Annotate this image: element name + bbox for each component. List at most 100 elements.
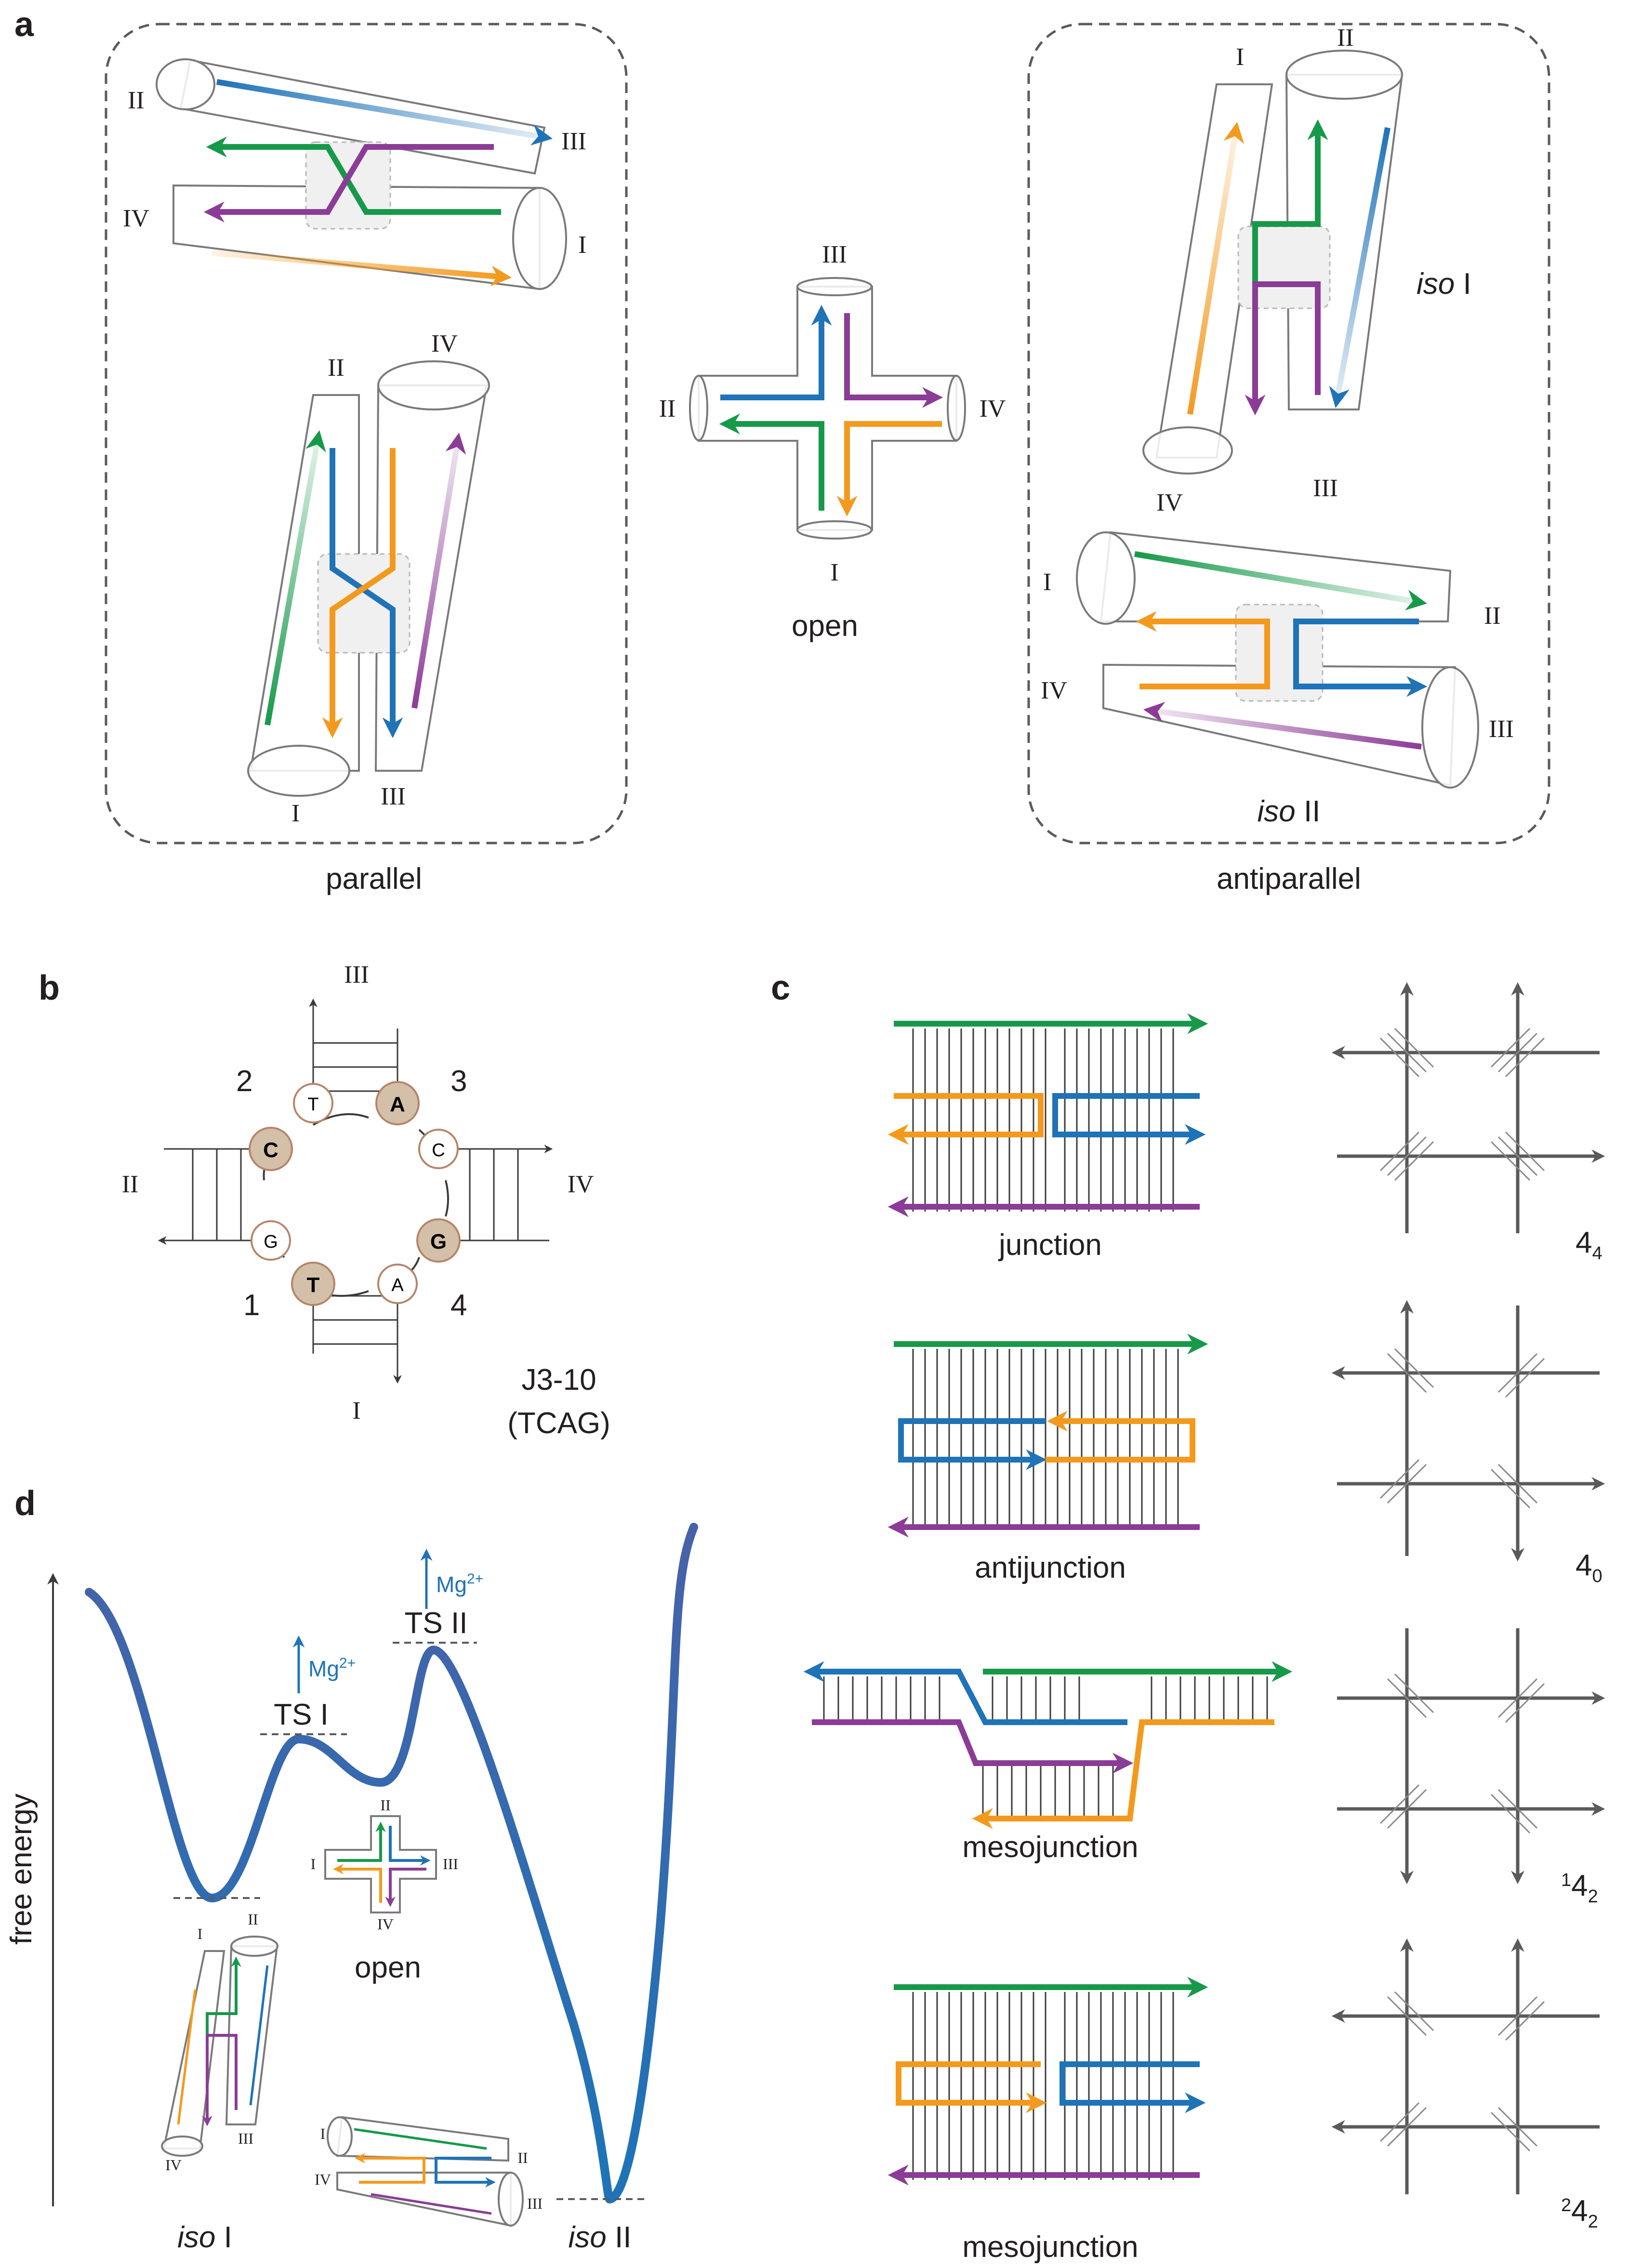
orange-strand bbox=[1187, 121, 1245, 415]
blue-strand bbox=[1060, 2061, 1206, 2113]
svg-text:A: A bbox=[391, 1275, 404, 1295]
arm-label: IV bbox=[123, 205, 149, 232]
cross-arm-end bbox=[947, 375, 966, 441]
cylinder-end bbox=[1142, 426, 1233, 475]
rungs bbox=[912, 1992, 1174, 2180]
row-junction: junction 44 bbox=[887, 982, 1605, 1264]
base-node: C bbox=[418, 1129, 459, 1169]
svg-text:I: I bbox=[311, 1855, 316, 1872]
cross-arm-end bbox=[796, 520, 873, 540]
arm-label: II bbox=[128, 87, 145, 114]
orange-strand bbox=[896, 2061, 1047, 2113]
row-label: mesojunction bbox=[962, 2230, 1138, 2264]
base-node: T bbox=[293, 1083, 333, 1123]
row-mesojunction-2: mesojunction 242 bbox=[887, 1938, 1600, 2264]
orange-strand bbox=[972, 1719, 1274, 1829]
energy-curve bbox=[85, 1523, 698, 2204]
arm-label: I bbox=[291, 800, 300, 827]
purple-strand bbox=[812, 1719, 1134, 1774]
mg-label: Mg2+ bbox=[436, 1571, 483, 1597]
orange-strand bbox=[322, 448, 396, 738]
open-label-d: open bbox=[355, 1951, 421, 1984]
rungs bbox=[912, 1029, 1174, 1212]
arm-label: IV bbox=[431, 330, 458, 357]
blue-strand bbox=[720, 304, 832, 400]
lattice-grid bbox=[1331, 1300, 1605, 1562]
arm-label: II bbox=[1484, 602, 1501, 630]
row-mesojunction-1: mesojunction 142 bbox=[803, 1628, 1605, 1907]
iso2-stack: I II IV III iso II bbox=[1041, 531, 1514, 828]
notation: 40 bbox=[1576, 1549, 1603, 1586]
base-node: T bbox=[291, 1262, 335, 1306]
purple-strand bbox=[844, 313, 943, 408]
base-node: A bbox=[375, 1081, 420, 1125]
row-antijunction: antijunction 40 bbox=[887, 1300, 1605, 1586]
corner-label: 4 bbox=[450, 1289, 467, 1322]
lattice-grid bbox=[1337, 1628, 1605, 1885]
panel-letter-c: c bbox=[771, 969, 790, 1007]
svg-text:C: C bbox=[263, 1138, 278, 1162]
junction-name: J3-10 bbox=[521, 1363, 596, 1397]
svg-text:IV: IV bbox=[315, 2171, 331, 2188]
crossover-hatch bbox=[1379, 1348, 1545, 1509]
rungs bbox=[823, 1676, 1268, 1816]
row-label: antijunction bbox=[975, 1551, 1126, 1584]
cross-arm-end bbox=[689, 375, 708, 441]
svg-text:T: T bbox=[307, 1094, 318, 1115]
y-axis-label: free energy bbox=[5, 1793, 38, 1945]
svg-text:C: C bbox=[432, 1140, 445, 1160]
notation: 142 bbox=[1561, 1869, 1598, 1907]
parallel-top-stack: II III IV I bbox=[123, 58, 586, 290]
panel-letter-b: b bbox=[39, 969, 60, 1007]
open-junction: III II IV I open bbox=[659, 241, 1006, 643]
arm-label: III bbox=[561, 128, 586, 155]
panel-letter-a: a bbox=[14, 5, 34, 44]
arm-label: IV bbox=[568, 1171, 594, 1198]
arm-label: I bbox=[578, 231, 586, 259]
orange-strand bbox=[212, 250, 512, 287]
mini-open-cross: II I III IV bbox=[311, 1796, 458, 1933]
orange-strand bbox=[887, 1093, 1044, 1145]
svg-text:II: II bbox=[517, 2149, 528, 2166]
mg-label: Mg2+ bbox=[308, 1655, 356, 1681]
iso2-label: iso II bbox=[1258, 795, 1321, 828]
arm-label: II bbox=[122, 1171, 139, 1198]
iso2-label-d: iso II bbox=[569, 2221, 632, 2254]
parallel-label: parallel bbox=[326, 862, 422, 896]
purple-strand bbox=[1245, 281, 1321, 416]
svg-text:G: G bbox=[264, 1232, 278, 1252]
corner-label: 3 bbox=[450, 1065, 467, 1098]
open-label: open bbox=[792, 609, 858, 643]
cylinder-end bbox=[377, 360, 490, 410]
svg-text:I: I bbox=[198, 1925, 203, 1942]
svg-text:A: A bbox=[390, 1093, 405, 1116]
base-node: C bbox=[249, 1127, 293, 1171]
antiparallel-label: antiparallel bbox=[1217, 862, 1361, 896]
parallel-bottom-stack: II IV I III bbox=[247, 330, 490, 827]
orange-strand bbox=[1136, 611, 1270, 689]
arm-label: III bbox=[344, 961, 369, 989]
corner-label: 1 bbox=[243, 1289, 260, 1322]
svg-text:II: II bbox=[380, 1796, 390, 1814]
orange-strand bbox=[1046, 1411, 1195, 1463]
arm-label: II bbox=[328, 354, 344, 382]
arm-label: IV bbox=[1041, 677, 1067, 704]
purple-strand bbox=[203, 144, 494, 223]
arm-label: III bbox=[1313, 475, 1338, 502]
crossover-hatch bbox=[1379, 1673, 1545, 1834]
blue-strand bbox=[803, 1661, 1127, 1725]
green-strand bbox=[1134, 551, 1428, 610]
blue-strand bbox=[1052, 1093, 1206, 1145]
svg-text:T: T bbox=[307, 1273, 320, 1297]
arm-label: I bbox=[1236, 43, 1244, 71]
svg-text:IV: IV bbox=[377, 1915, 394, 1933]
purple-strand bbox=[1143, 702, 1422, 750]
antiparallel-box bbox=[1027, 23, 1550, 844]
arm-label: II bbox=[1337, 24, 1354, 52]
lattice-grid bbox=[1331, 982, 1605, 1233]
svg-text:III: III bbox=[443, 1855, 458, 1872]
iso1-label-d: iso I bbox=[177, 2221, 232, 2254]
cross-outline bbox=[698, 286, 957, 531]
arm-label: IV bbox=[1156, 489, 1183, 516]
